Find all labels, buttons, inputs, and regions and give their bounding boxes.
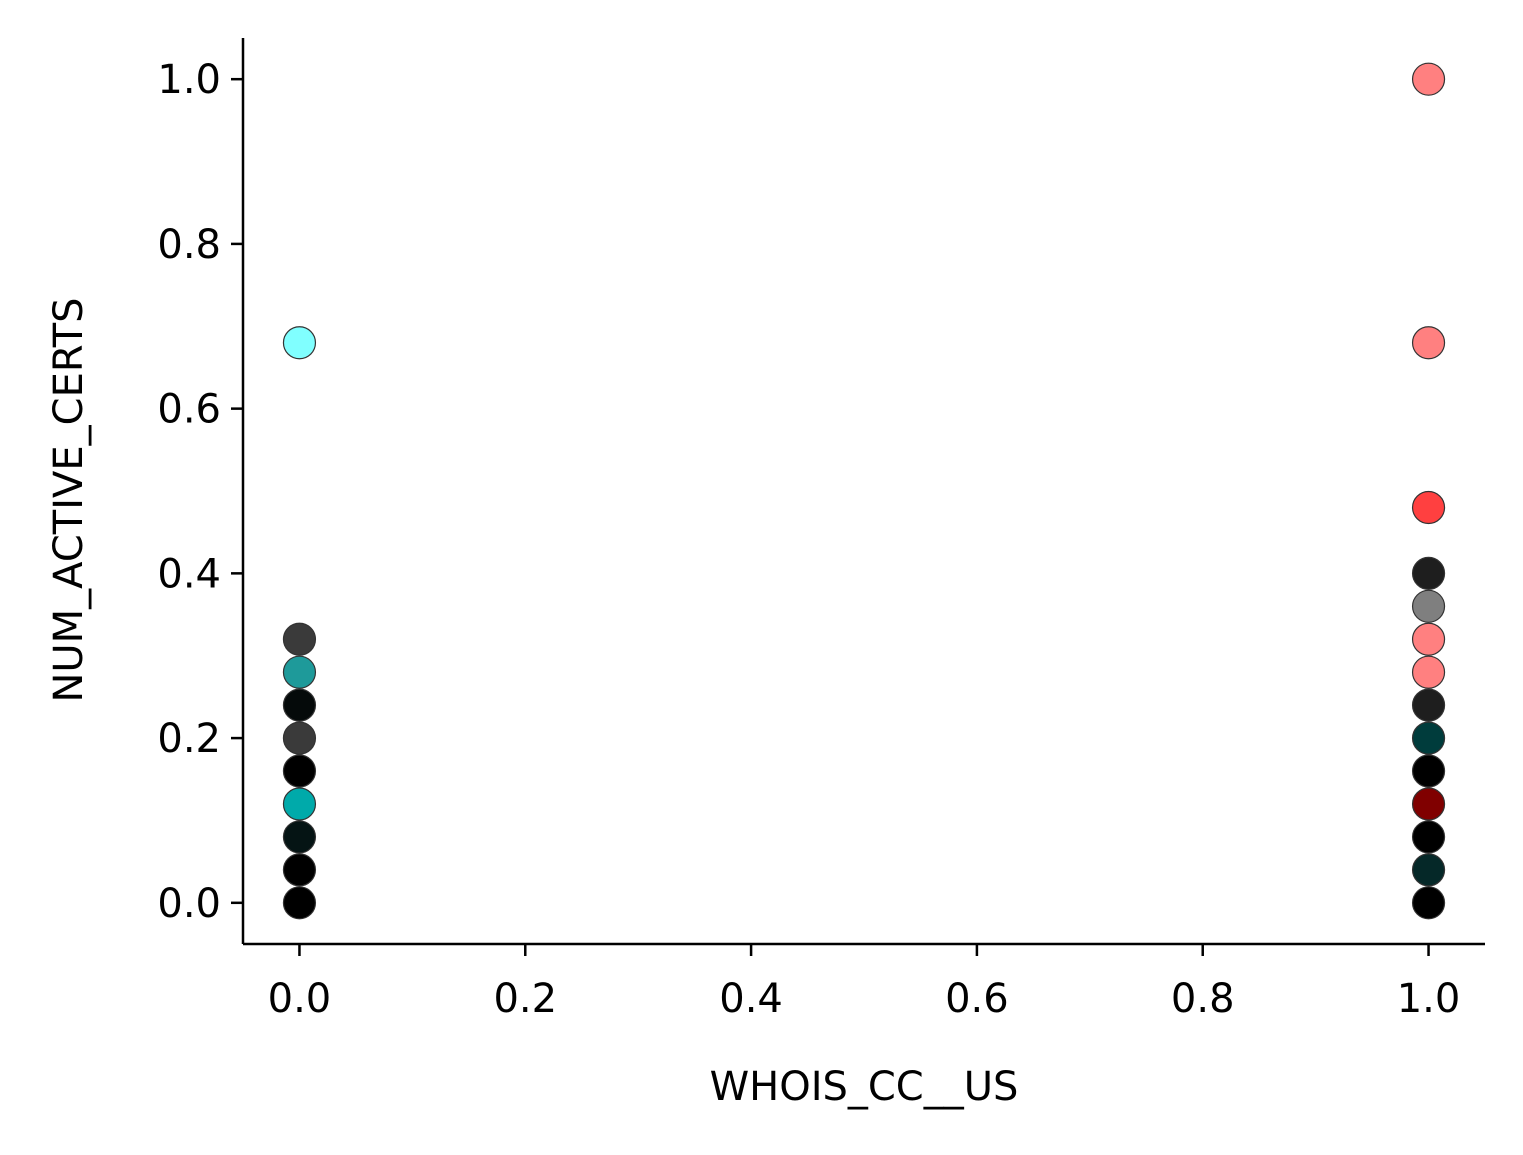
data-point [1411, 820, 1446, 854]
axes-layer [241, 38, 1485, 946]
data-point [1411, 622, 1446, 656]
data-point [1411, 721, 1446, 755]
y-tick-label: 0.8 [157, 222, 221, 268]
x-tick-label: 0.6 [945, 976, 1009, 1022]
data-point [1411, 688, 1446, 722]
data-point [282, 787, 317, 821]
x-tick-label: 0.0 [268, 976, 332, 1022]
x-tick-label: 0.4 [719, 976, 783, 1022]
y-tick-label: 0.4 [157, 551, 221, 597]
points-layer [282, 62, 1446, 920]
data-point [282, 754, 317, 788]
data-point [282, 853, 317, 887]
data-point [1411, 62, 1446, 96]
data-point [1411, 886, 1446, 920]
data-point [282, 721, 317, 755]
data-point [1411, 556, 1446, 590]
y-axis-label: NUM_ACTIVE_CERTS [46, 297, 92, 702]
data-point [282, 622, 317, 656]
ticks-layer: 0.0 0.2 0.4 0.6 0.8 1.0 0.0 0.2 0.4 0.6 0.8 1.0 [157, 57, 1460, 1022]
y-tick-label: 0.6 [157, 387, 221, 433]
data-point [282, 820, 317, 854]
data-point [1411, 326, 1446, 360]
y-tick-label: 0.0 [157, 881, 221, 927]
data-point [1411, 754, 1446, 788]
data-point [282, 688, 317, 722]
data-point [1411, 589, 1446, 623]
data-point [1411, 787, 1446, 821]
x-tick-label: 0.2 [493, 976, 557, 1022]
data-point [1411, 655, 1446, 689]
data-point [1411, 853, 1446, 887]
y-tick-label: 0.2 [157, 716, 221, 762]
y-tick-label: 1.0 [157, 57, 221, 103]
data-point [1411, 490, 1446, 525]
x-tick-label: 1.0 [1397, 976, 1461, 1022]
data-point [282, 655, 317, 689]
x-tick-label: 0.8 [1171, 976, 1235, 1022]
data-point [282, 326, 317, 360]
data-point [282, 886, 317, 920]
x-axis-label: WHOIS_CC__US [710, 1064, 1019, 1110]
